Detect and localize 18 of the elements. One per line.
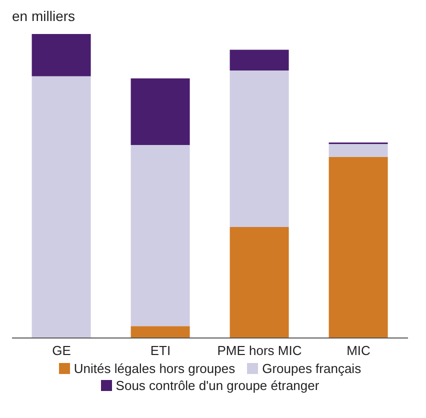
bar bbox=[32, 34, 91, 76]
legend-label: Unités légales hors groupes bbox=[72, 361, 236, 376]
bar bbox=[230, 50, 289, 70]
bar bbox=[32, 76, 91, 338]
legend-label: Groupes français bbox=[261, 361, 362, 376]
bar bbox=[230, 70, 289, 228]
bar bbox=[130, 144, 190, 326]
bar bbox=[130, 326, 190, 338]
legend-label: Sous contrôle d'un groupe étranger bbox=[114, 378, 320, 393]
chart-subtitle: en milliers bbox=[12, 8, 76, 24]
x-tick-label: ETI bbox=[150, 343, 171, 358]
bar bbox=[328, 144, 388, 157]
bar bbox=[328, 156, 388, 338]
x-tick-label: MIC bbox=[346, 343, 370, 358]
bar bbox=[230, 227, 289, 338]
bar bbox=[130, 78, 190, 145]
x-tick-label: PME hors MIC bbox=[217, 343, 302, 358]
x-tick-label: GE bbox=[52, 343, 72, 358]
